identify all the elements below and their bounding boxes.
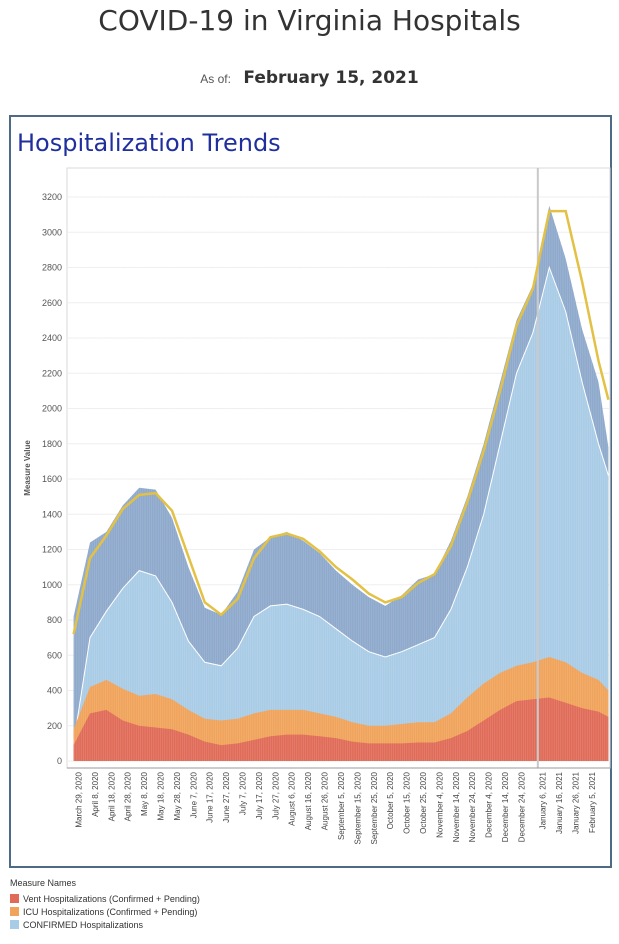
legend: Measure Names Vent Hospitalizations (Con…	[10, 878, 200, 931]
as-of-date: February 15, 2021	[243, 68, 419, 88]
legend-title: Measure Names	[10, 878, 77, 888]
area-confirmed	[73, 267, 609, 761]
x-tick-label: January 6, 2021	[539, 771, 548, 829]
y-tick-label: 2400	[42, 333, 62, 343]
x-tick-label: July 17, 2020	[255, 771, 264, 819]
legend-item-confirmed[interactable]: CONFIRMED Hospitalizations	[10, 918, 200, 931]
x-tick-label: May 18, 2020	[157, 771, 166, 820]
y-tick-label: 2200	[42, 368, 62, 378]
x-tick-label: January 26, 2021	[572, 771, 581, 833]
x-tick-label: February 5, 2021	[588, 771, 597, 832]
y-tick-label: 3000	[42, 227, 62, 237]
x-tick-label: December 24, 2020	[517, 771, 526, 842]
y-tick-label: 600	[47, 650, 62, 660]
legend-item-icu[interactable]: ICU Hospitalizations (Confirmed + Pendin…	[10, 905, 200, 918]
x-tick-label: October 15, 2020	[403, 771, 412, 833]
x-tick-label: May 8, 2020	[140, 771, 149, 816]
x-tick-label: November 14, 2020	[452, 771, 461, 842]
x-tick-label: October 25, 2020	[419, 771, 428, 833]
x-tick-label: July 27, 2020	[271, 771, 280, 819]
line-confirmed	[73, 265, 609, 744]
hospitalization-chart[interactable]: 0 200 400 600 800 1000 1200 1400 1600 1800 2000 220…	[0, 0, 619, 870]
y-tick-label: 3200	[42, 192, 62, 202]
x-tick-label: July 7, 2020	[239, 771, 248, 815]
page-title: COVID-19 in Virginia Hospitals	[98, 4, 521, 37]
x-tick-label: August 16, 2020	[304, 771, 313, 830]
x-tick-label: December 4, 2020	[485, 771, 494, 837]
legend-swatch-icu	[10, 907, 19, 916]
x-tick-label: June 17, 2020	[206, 771, 215, 822]
x-tick-label: November 24, 2020	[468, 771, 477, 842]
y-tick-label: 800	[47, 615, 62, 625]
x-tick-label: April 28, 2020	[124, 771, 133, 821]
y-axis-label: Measure Value	[23, 440, 32, 496]
x-tick-label: May 28, 2020	[173, 771, 182, 820]
y-tick-label: 1400	[42, 509, 62, 519]
y-tick-label: 2800	[42, 263, 62, 273]
x-tick-label: December 14, 2020	[501, 771, 510, 842]
x-tick-label: August 26, 2020	[321, 771, 330, 830]
x-tick-label: January 16, 2021	[555, 771, 564, 833]
y-tick-label: 2000	[42, 404, 62, 414]
x-tick-label: June 27, 2020	[222, 771, 231, 822]
y-tick-label: 1800	[42, 439, 62, 449]
x-tick-label: April 8, 2020	[91, 771, 100, 816]
panel-title: Hospitalization Trends	[17, 129, 281, 157]
y-tick-label: 2600	[42, 298, 62, 308]
daily-bar-stripes	[67, 188, 610, 761]
x-tick-label: June 7, 2020	[189, 771, 198, 818]
y-tick-label: 200	[47, 721, 62, 731]
area-vent	[73, 697, 609, 761]
x-tick-label: August 6, 2020	[288, 771, 297, 825]
x-tick-label: September 5, 2020	[337, 771, 346, 840]
x-tick-label: November 4, 2020	[435, 771, 444, 837]
legend-swatch-vent	[10, 894, 19, 903]
legend-swatch-confirmed	[10, 920, 19, 929]
y-tick-label: 0	[57, 756, 62, 766]
x-tick-label: April 18, 2020	[107, 771, 116, 821]
x-tick-label: March 29, 2020	[74, 771, 83, 827]
legend-label-confirmed: CONFIRMED Hospitalizations	[23, 919, 144, 930]
legend-label-icu: ICU Hospitalizations (Confirmed + Pendin…	[23, 906, 198, 917]
x-tick-label: September 15, 2020	[353, 771, 362, 844]
y-tick-label: 1600	[42, 474, 62, 484]
legend-item-vent[interactable]: Vent Hospitalizations (Confirmed + Pendi…	[10, 892, 200, 905]
as-of-row: As of: February 15, 2021	[0, 68, 619, 88]
line-7-day-average	[72, 209, 610, 635]
y-tick-label: 400	[47, 686, 62, 696]
as-of-label: As of:	[200, 72, 231, 86]
x-tick-label: September 25, 2020	[370, 771, 379, 844]
x-tick-label: October 5, 2020	[386, 771, 395, 829]
legend-label-vent: Vent Hospitalizations (Confirmed + Pendi…	[23, 893, 200, 904]
y-tick-label: 1000	[42, 580, 62, 590]
y-tick-label: 1200	[42, 545, 62, 555]
